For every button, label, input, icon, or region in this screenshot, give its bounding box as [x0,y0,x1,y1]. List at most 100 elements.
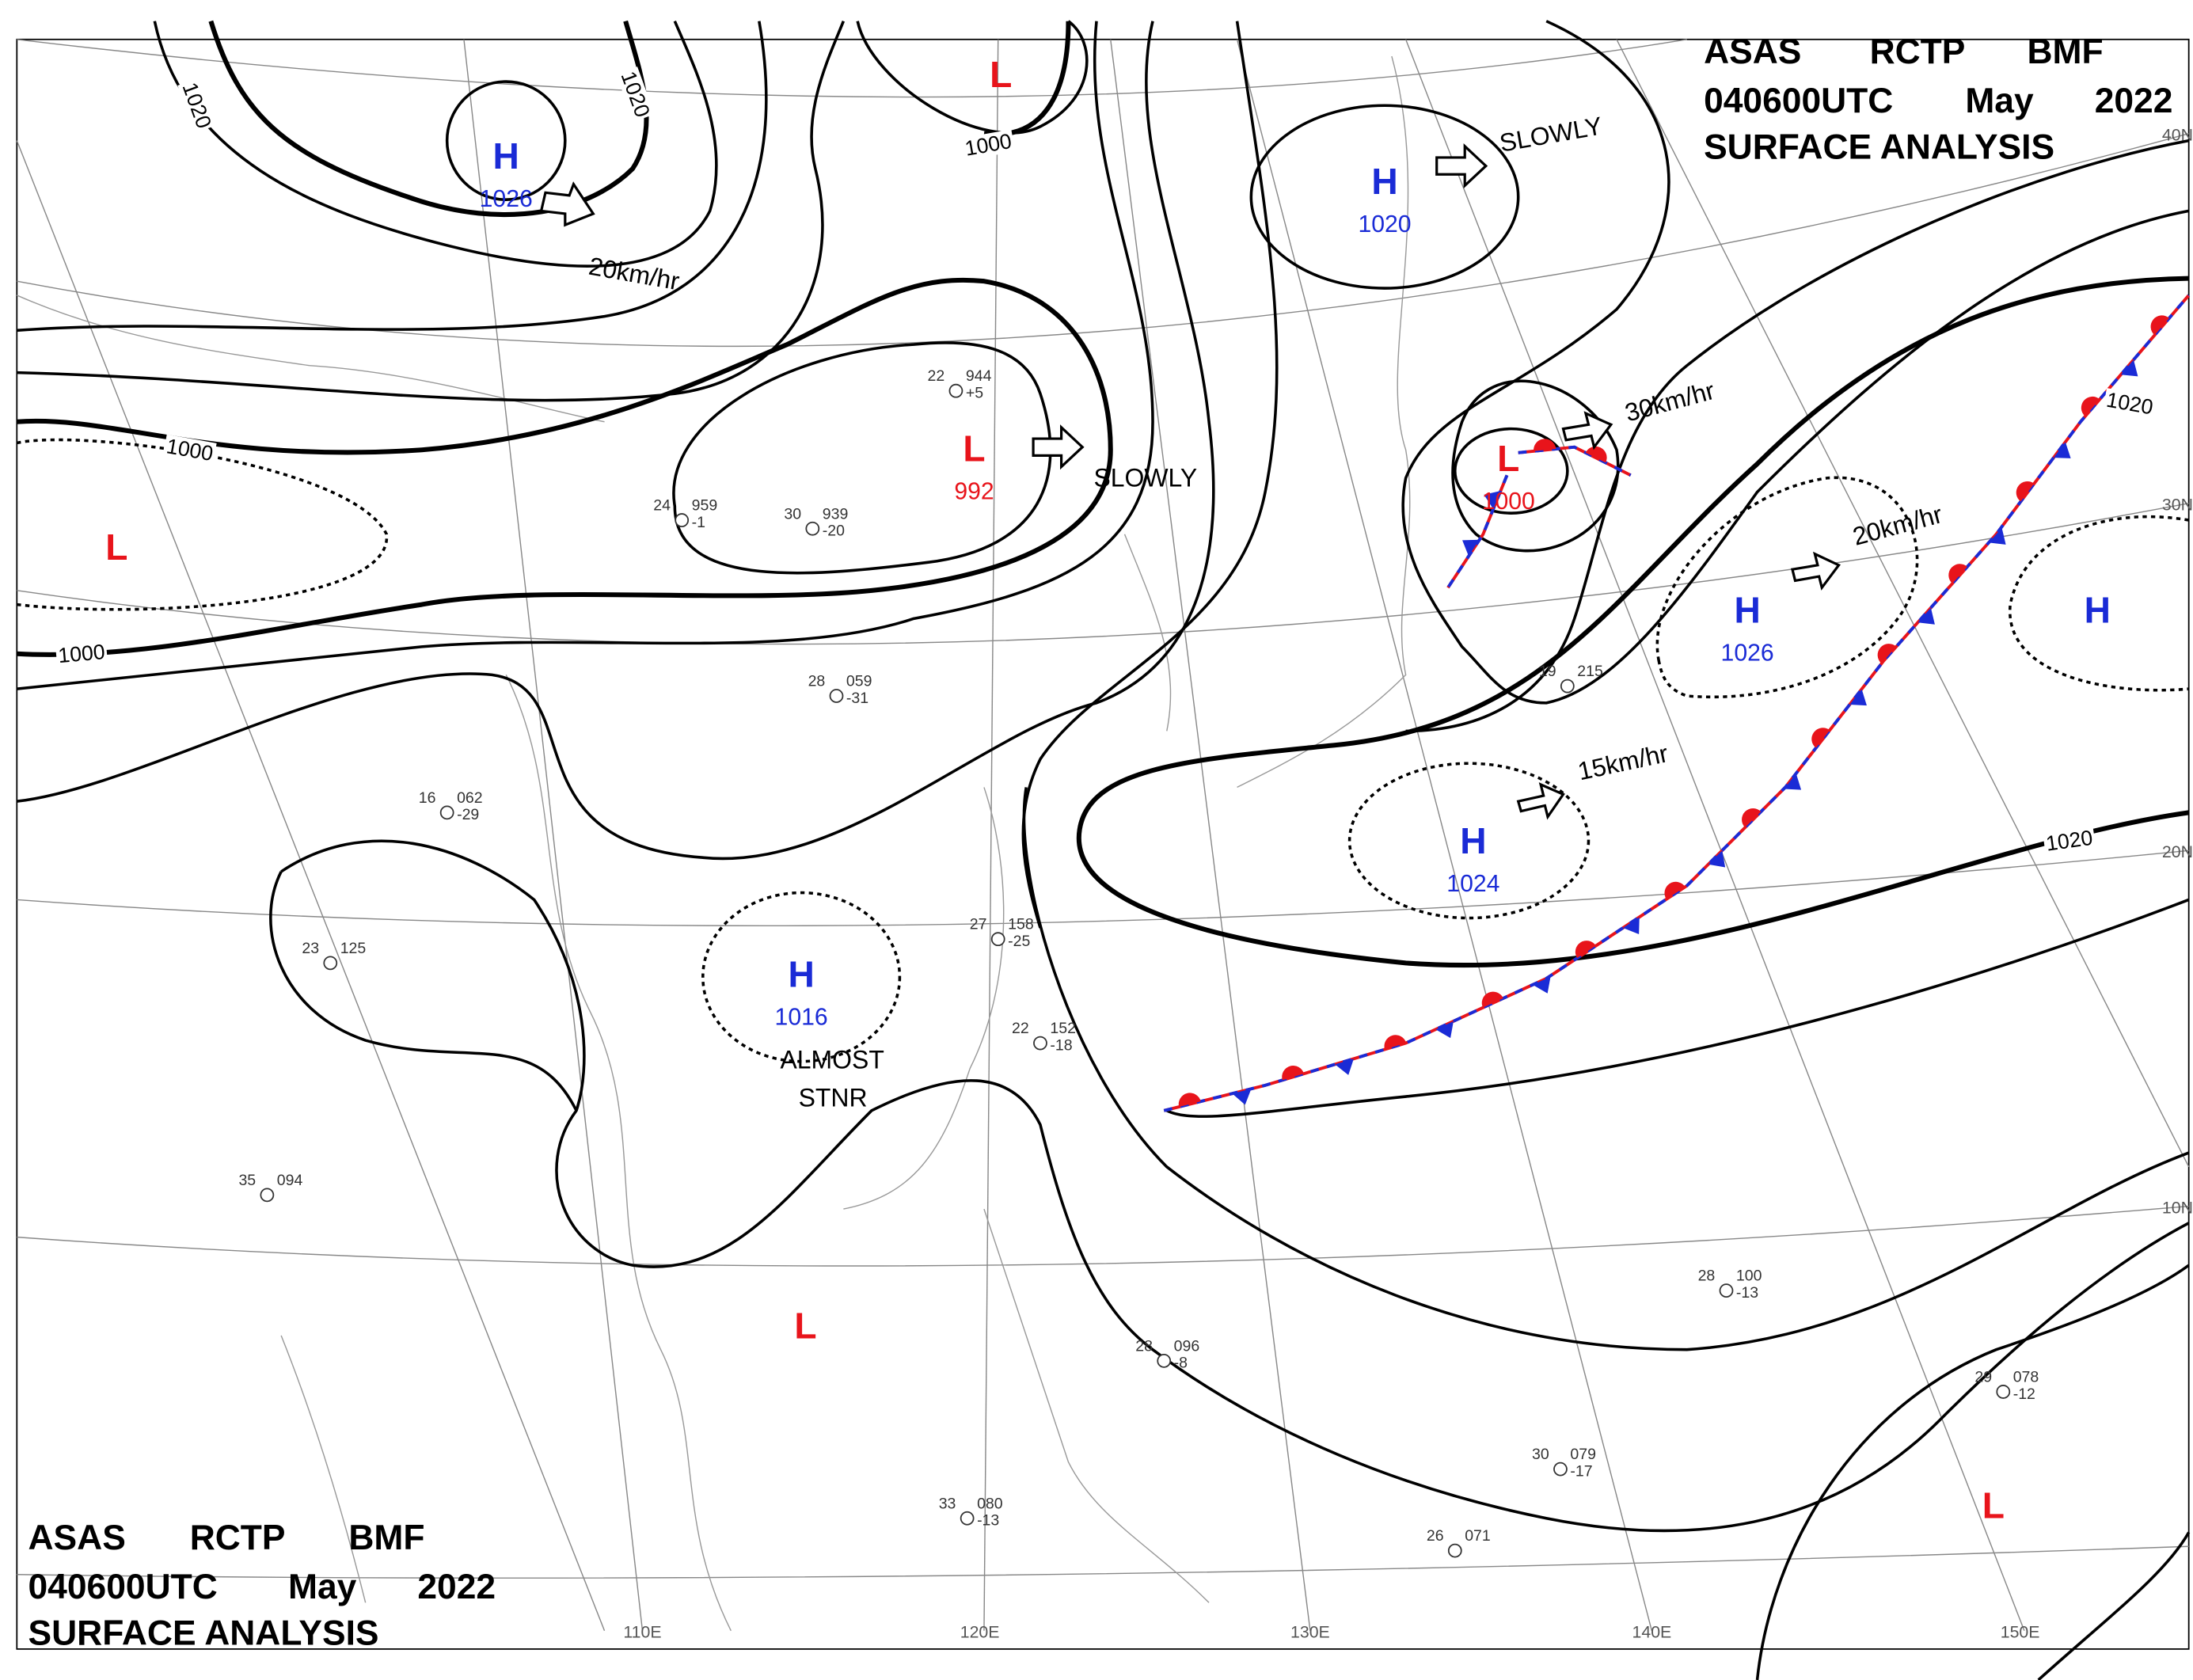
station-circle [990,932,1005,947]
warm-symbol [1481,991,1503,1008]
cold-symbol [1622,917,1640,934]
station-temp: 28 [1698,1268,1716,1285]
cold-symbol [1849,689,1867,706]
warm-symbol [2016,481,2035,502]
system-symbol: H [493,135,519,177]
warm-symbol [1384,1035,1407,1050]
station-circle [829,689,844,703]
station-temp: 28 [808,673,826,690]
station-plot: 19 215 [1539,663,1603,694]
cold-symbol [1484,490,1501,510]
isobar-label-bg [616,67,655,122]
station-temp: 28 [1135,1337,1153,1355]
system-symbol: L [1497,438,1519,479]
isobar-label-bg [961,129,1016,161]
station-tendency: -31 [846,690,868,707]
isobar-label: 1000 [57,640,106,667]
warm-symbol [2150,315,2169,336]
station-temp: 33 [939,1495,956,1512]
station-plot: 28 100-13 [1698,1268,1762,1302]
warm-symbol [1585,446,1607,463]
latitude-label: 30N [2162,496,2193,515]
station-pressure: 939 [823,505,849,523]
header-time: 040600UTC [1704,82,1893,120]
station-circle [1560,678,1575,694]
station-pressure: 959 [692,497,718,515]
warm-symbol [1178,1093,1201,1108]
system-symbol: H [788,954,814,995]
longitude-label: 130E [1290,1623,1330,1642]
station-temp: 26 [1427,1527,1444,1545]
station-circle [805,521,820,536]
station-tendency: -1 [692,514,705,531]
isobars [16,20,2191,1680]
longitude-label: 120E [960,1623,1000,1642]
system-pressure: 1026 [480,186,533,212]
header-agency: ASAS [1704,32,1801,71]
station-pressure: 062 [457,789,483,807]
station-circle [1447,1543,1462,1558]
cold-symbol [1532,976,1551,994]
system-pressure: 1016 [775,1004,828,1030]
cold-symbol [1232,1089,1252,1105]
warm-symbol [2081,396,2100,416]
footer-time: 040600UTC [29,1568,218,1606]
footer-agency: ASAS [29,1518,126,1557]
station-tendency: -17 [1570,1462,1592,1480]
station-plot: 27 158-25 [970,916,1034,950]
isobar-label-bg [162,434,217,466]
system-symbol: H [1371,161,1397,202]
cold-symbol [1784,773,1802,790]
station-pressure: 078 [2013,1369,2039,1386]
header-center: RCTP [1870,32,1966,71]
fronts [1163,294,2191,1112]
cold-symbol [1462,539,1480,557]
footer-month: May [288,1568,357,1606]
station-tendency: -25 [1008,933,1030,950]
station-tendency: +5 [966,385,983,402]
system-pressure: 1026 [1721,640,1774,667]
warm-symbol [1877,644,1897,663]
station-plot: 26 071 [1427,1527,1491,1558]
station-plot: 16 062-29 [419,789,483,823]
station-circle [439,805,454,820]
station-tendency: -29 [457,806,479,823]
cold-symbol [1989,527,2006,545]
system-symbol: L [794,1305,816,1346]
cold-symbol [1435,1021,1454,1039]
station-temp: 35 [238,1172,256,1189]
station-plot: 30 079-17 [1532,1446,1596,1480]
motion-label: ALMOST [780,1046,884,1074]
station-pressure: 100 [1736,1268,1762,1285]
station-pressure: 215 [1577,663,1603,680]
longitude-label: 150E [2001,1623,2040,1642]
station-temp: 29 [1974,1369,1992,1386]
warm-symbol [1534,439,1556,451]
latitude-label: 40N [2162,126,2193,145]
station-plot: 28 059-31 [808,673,872,707]
station-temp: 30 [1532,1446,1549,1463]
station-tendency: -20 [823,523,845,540]
station-temp: 23 [302,940,319,957]
station-circle [948,383,963,398]
station-plot: 35 094 [238,1172,303,1203]
station-temp: 16 [419,789,436,807]
station-plot: 33 080-13 [939,1495,1003,1529]
cold-symbol [1917,607,1935,625]
footer-code: BMF [348,1518,424,1557]
station-tendency: -12 [2013,1385,2035,1403]
station-plot: 29 078-12 [1974,1369,2039,1403]
station-circle [1996,1385,2011,1399]
station-circle [960,1511,975,1526]
header-code: BMF [2027,32,2103,71]
station-tendency: -13 [977,1512,999,1530]
warm-symbol [1948,564,1967,584]
latitude-label: 20N [2162,842,2193,861]
station-pressure: 944 [966,367,992,385]
station-pressure: 079 [1570,1446,1596,1463]
system-pressure: 992 [954,478,994,504]
cold-symbol [2120,359,2138,377]
isobar-label-bg [55,640,108,667]
warm-symbol [1811,728,1830,748]
